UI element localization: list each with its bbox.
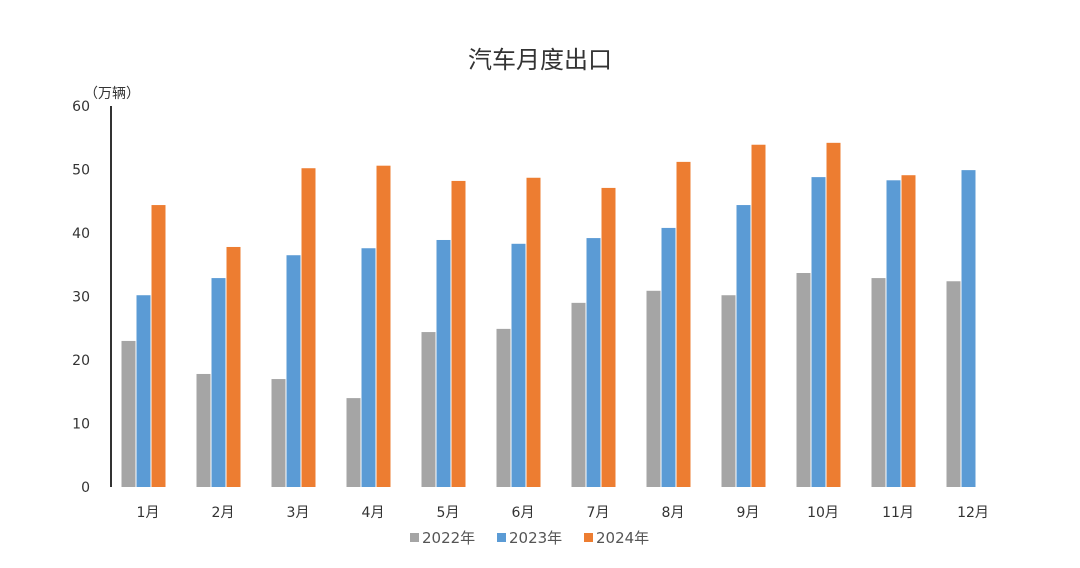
bar-2022年-11月 (871, 278, 886, 487)
x-category-label: 12月 (957, 505, 989, 521)
bar-2023年-4月 (361, 248, 376, 487)
legend-item: 2023年 (497, 529, 562, 547)
x-category-label: 5月 (437, 505, 460, 521)
x-category-label: 1月 (137, 505, 160, 521)
bar-2024年-2月 (226, 246, 241, 487)
bar-2023年-9月 (736, 205, 751, 487)
bar-2022年-10月 (796, 273, 811, 487)
y-tick-label: 40 (72, 226, 90, 242)
y-axis-unit-label: （万辆） (84, 86, 140, 102)
bar-2023年-12月 (961, 170, 976, 487)
x-category-label: 7月 (587, 505, 610, 521)
bar-2022年-5月 (421, 332, 436, 487)
y-tick-label: 10 (72, 417, 90, 433)
bar-2024年-5月 (451, 180, 466, 487)
bar-2022年-12月 (946, 281, 961, 487)
bar-2024年-1月 (151, 205, 166, 487)
bar-2024年-6月 (526, 177, 541, 487)
bar-2024年-9月 (751, 144, 766, 488)
bar-2022年-8月 (646, 290, 661, 487)
x-category-label: 6月 (512, 505, 535, 521)
bar-2022年-4月 (346, 398, 361, 487)
bar-2022年-1月 (121, 340, 136, 487)
y-tick-label: 30 (72, 290, 90, 306)
bar-2023年-5月 (436, 239, 451, 487)
bar-2024年-7月 (601, 187, 616, 488)
bar-2023年-1月 (136, 295, 151, 487)
bar-2022年-6月 (496, 328, 511, 487)
bar-2023年-10月 (811, 177, 826, 487)
y-tick-label: 0 (81, 480, 90, 496)
bar-2022年-9月 (721, 295, 736, 487)
legend-item: 2022年 (410, 529, 475, 547)
y-tick-label: 50 (72, 163, 90, 179)
bar-2022年-2月 (196, 373, 211, 487)
bar-2022年-7月 (571, 302, 586, 487)
legend-label: 2023年 (509, 529, 562, 547)
x-category-label: 3月 (287, 505, 310, 521)
bar-2023年-11月 (886, 180, 901, 488)
bar-2023年-7月 (586, 238, 601, 487)
x-category-label: 11月 (882, 505, 914, 521)
bar-2022年-3月 (271, 379, 286, 487)
legend-swatch (584, 533, 593, 542)
bar-2024年-8月 (676, 161, 691, 487)
legend-label: 2024年 (596, 529, 649, 547)
legend-swatch (497, 533, 506, 542)
bar-2024年-4月 (376, 165, 391, 487)
bar-2024年-11月 (901, 175, 916, 487)
legend-item: 2024年 (584, 529, 649, 547)
x-category-label: 10月 (807, 505, 839, 521)
bar-2023年-8月 (661, 227, 676, 488)
x-category-label: 2月 (212, 505, 235, 521)
x-category-label: 4月 (362, 505, 385, 521)
x-category-label: 8月 (662, 505, 685, 521)
chart-title: 汽车月度出口 (468, 46, 612, 74)
x-category-label: 9月 (737, 505, 760, 521)
y-tick-label: 60 (72, 99, 90, 115)
bar-2024年-3月 (301, 168, 316, 488)
bar-2023年-6月 (511, 243, 526, 487)
bar-2023年-3月 (286, 255, 301, 487)
bar-2024年-10月 (826, 142, 841, 487)
y-tick-label: 20 (72, 353, 90, 369)
legend-swatch (410, 533, 419, 542)
legend-label: 2022年 (422, 529, 475, 547)
bar-2023年-2月 (211, 278, 226, 487)
